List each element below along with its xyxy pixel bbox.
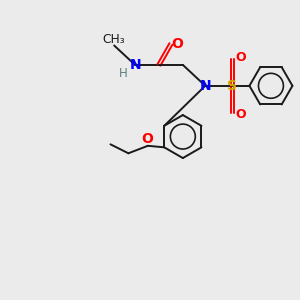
Text: O: O [236, 51, 246, 64]
Text: N: N [129, 58, 141, 72]
Text: N: N [200, 79, 211, 93]
Text: H: H [119, 67, 128, 80]
Text: S: S [227, 79, 237, 93]
Text: O: O [236, 108, 246, 121]
Text: O: O [141, 132, 153, 146]
Text: CH₃: CH₃ [103, 33, 125, 46]
Text: O: O [172, 37, 183, 51]
